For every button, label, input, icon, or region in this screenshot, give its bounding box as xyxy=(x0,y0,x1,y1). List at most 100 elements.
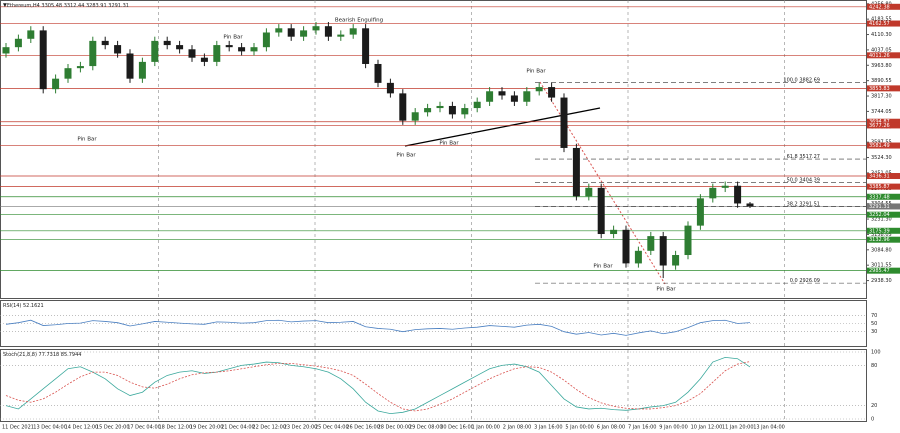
candle-body xyxy=(684,225,692,256)
candle-body xyxy=(188,49,196,58)
candle-body xyxy=(324,26,332,37)
x-tick-label: 28 Dec 00:00 xyxy=(378,425,412,431)
candle-body xyxy=(114,45,122,54)
x-tick-label: 1 Jan 00:00 xyxy=(472,425,500,431)
y-tick-label: 3744.05 xyxy=(871,109,892,115)
candle-body xyxy=(696,198,704,226)
candle-body xyxy=(200,57,208,62)
x-tick-label: 23 Dec 20:00 xyxy=(284,425,318,431)
annotation: Pin Bar xyxy=(439,141,459,147)
candle-body xyxy=(672,255,680,266)
candle-body xyxy=(585,187,593,197)
fib-label: 0.0 2926.09 xyxy=(790,278,820,284)
candle-body xyxy=(386,82,394,94)
x-tick-label: 21 Dec 04:00 xyxy=(221,425,255,431)
candle-body xyxy=(572,147,580,197)
x-tick-label: 30 Dec 16:00 xyxy=(440,425,474,431)
level-label: 3291.31 xyxy=(869,204,890,210)
symbol: ▼Ethereum,H4 3305.48 3312.44 3283.91 329… xyxy=(3,3,129,9)
stoch-panel xyxy=(0,349,867,422)
level-label: 3694.87 xyxy=(869,119,890,125)
candle-body xyxy=(126,53,134,79)
fib-ratio: 50.0 xyxy=(787,177,798,183)
level-box xyxy=(867,20,900,27)
candle-body xyxy=(238,47,246,52)
candle-body xyxy=(709,187,717,199)
x-tick-label: 9 Jan 00:00 xyxy=(659,425,687,431)
candle-body xyxy=(300,30,308,37)
indicator-tick-label: 30 xyxy=(871,329,877,335)
level-label: 3175.39 xyxy=(869,228,890,234)
candle-body xyxy=(287,28,295,37)
indicator-tick-label: 100 xyxy=(871,350,881,356)
indicator-line xyxy=(5,319,751,336)
level-label: 3581.49 xyxy=(869,143,890,149)
candle-body xyxy=(337,34,345,37)
level-box xyxy=(867,142,900,149)
annotation: Pin Bar xyxy=(396,153,416,159)
annotation: Pin Bar xyxy=(223,35,243,41)
x-tick-label: 2 Jan 08:00 xyxy=(503,425,531,431)
x-tick-label: 22 Dec 12:00 xyxy=(252,425,286,431)
level-box xyxy=(867,3,900,10)
indicator-line xyxy=(5,361,751,412)
candle-body xyxy=(101,40,109,46)
candle-body xyxy=(138,61,146,79)
candle-body xyxy=(411,112,419,121)
candle-body xyxy=(2,47,10,54)
candle-body xyxy=(523,91,531,102)
fib-label: 50.0 3404.39 xyxy=(787,177,820,183)
x-tick-label: 25 Dec 04:00 xyxy=(315,425,349,431)
fib-price: 3291.51 xyxy=(799,201,820,207)
candle-body xyxy=(312,26,320,31)
level-box xyxy=(867,267,900,274)
indicator-tick-label: 20 xyxy=(871,403,877,409)
level-box xyxy=(867,85,900,92)
level-label: 4162.57 xyxy=(869,21,890,27)
level-box xyxy=(867,118,900,125)
level-label: 3252.04 xyxy=(869,212,890,218)
x-tick-label: 7 Jan 16:00 xyxy=(628,425,656,431)
fib-label: 38.2 3291.51 xyxy=(787,201,820,207)
candle-body xyxy=(163,40,171,46)
level-box xyxy=(867,211,900,218)
x-tick-label: 5 Jan 00:00 xyxy=(565,425,593,431)
candle-body xyxy=(176,45,184,50)
y-tick-label: 3231.30 xyxy=(871,217,892,223)
candle-body xyxy=(262,32,270,48)
candle-body xyxy=(461,108,469,115)
main-panel xyxy=(0,0,867,299)
x-tick-label: 14 Dec 12:00 xyxy=(65,425,99,431)
level-box xyxy=(867,193,900,200)
level-box xyxy=(867,203,900,210)
annotation: Bearish Engulfing xyxy=(335,18,383,24)
level-label: 3385.87 xyxy=(869,184,890,190)
candle-body xyxy=(610,229,618,235)
x-tick-label: 11 Dec 2021 xyxy=(2,425,34,431)
candle-body xyxy=(622,229,630,264)
candle-body xyxy=(213,45,221,62)
level-label: 3853.83 xyxy=(869,86,890,92)
candle-body xyxy=(362,28,370,64)
y-tick-label: 3817.30 xyxy=(871,94,892,100)
y-tick-label: 3963.80 xyxy=(871,63,892,69)
level-box xyxy=(867,227,900,234)
candle-body xyxy=(448,105,456,115)
candle-body xyxy=(89,40,97,67)
candle-body xyxy=(275,28,283,33)
x-tick-label: 15 Dec 20:00 xyxy=(96,425,130,431)
level-box xyxy=(867,236,900,243)
indicator-tick-label: 0 xyxy=(871,417,874,423)
fib-ratio: 0.0 xyxy=(790,278,798,284)
candle-body xyxy=(225,45,233,48)
x-tick-label: 3 Jan 16:00 xyxy=(534,425,562,431)
annotation: Pin Bar xyxy=(526,69,546,75)
fib-price: 2926.09 xyxy=(799,278,820,284)
y-tick-label: 4110.30 xyxy=(871,32,892,38)
rsi-label: RSI(14) 52.1621 xyxy=(3,303,44,309)
x-tick-label: 13 Jan 04:00 xyxy=(753,425,785,431)
candle-body xyxy=(349,28,357,35)
level-label: 3337.48 xyxy=(869,194,890,200)
